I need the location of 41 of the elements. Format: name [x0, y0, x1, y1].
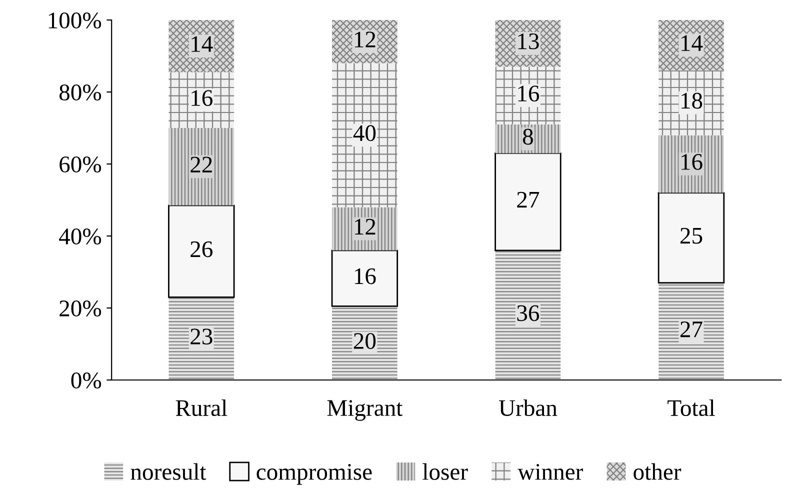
- data-label: 16: [518, 86, 540, 102]
- data-label: 14: [192, 36, 213, 52]
- data-label: 27: [517, 192, 540, 208]
- bar: [495, 250, 561, 380]
- x-tick-label: Urban: [498, 399, 558, 416]
- legend-label: noresult: [130, 463, 206, 480]
- data-label: 12: [354, 32, 376, 48]
- y-tick-label: 40%: [59, 228, 102, 244]
- bar: [332, 63, 398, 208]
- legend-label: winner: [518, 464, 583, 480]
- legend-label: loser: [422, 463, 468, 480]
- data-label: 40: [353, 125, 376, 142]
- y-tick-label: 60%: [60, 156, 102, 172]
- data-label: 20: [354, 333, 376, 350]
- data-label: 16: [192, 90, 212, 106]
- x-tick-label: Migrant: [327, 400, 403, 421]
- data-label: 36: [517, 305, 540, 322]
- data-label: 27: [680, 321, 702, 338]
- x-tick-label: Rural: [176, 399, 228, 416]
- data-label: 18: [682, 92, 702, 109]
- data-label: 26: [190, 241, 212, 258]
- bar: [494, 152, 562, 252]
- data-label: 8: [522, 128, 533, 145]
- data-label: 16: [354, 268, 376, 284]
- x-tick-label: Total: [668, 399, 715, 416]
- data-label: 14: [682, 35, 703, 51]
- bar: [168, 204, 235, 298]
- data-label: 25: [680, 228, 702, 244]
- data-label: 16: [682, 154, 702, 170]
- legend-label: compromise: [256, 464, 372, 485]
- legend-label: other: [634, 463, 682, 480]
- bar: [658, 192, 725, 284]
- data-label: 23: [190, 328, 212, 345]
- y-tick-label: 0%: [71, 372, 102, 388]
- data-label: 13: [518, 33, 539, 50]
- y-tick-label: 80%: [59, 84, 102, 100]
- bar: [658, 282, 724, 380]
- data-label: 12: [354, 218, 376, 234]
- y-tick-label: 20%: [60, 300, 102, 316]
- y-tick-label: 100%: [48, 12, 102, 28]
- data-label: 22: [190, 156, 212, 172]
